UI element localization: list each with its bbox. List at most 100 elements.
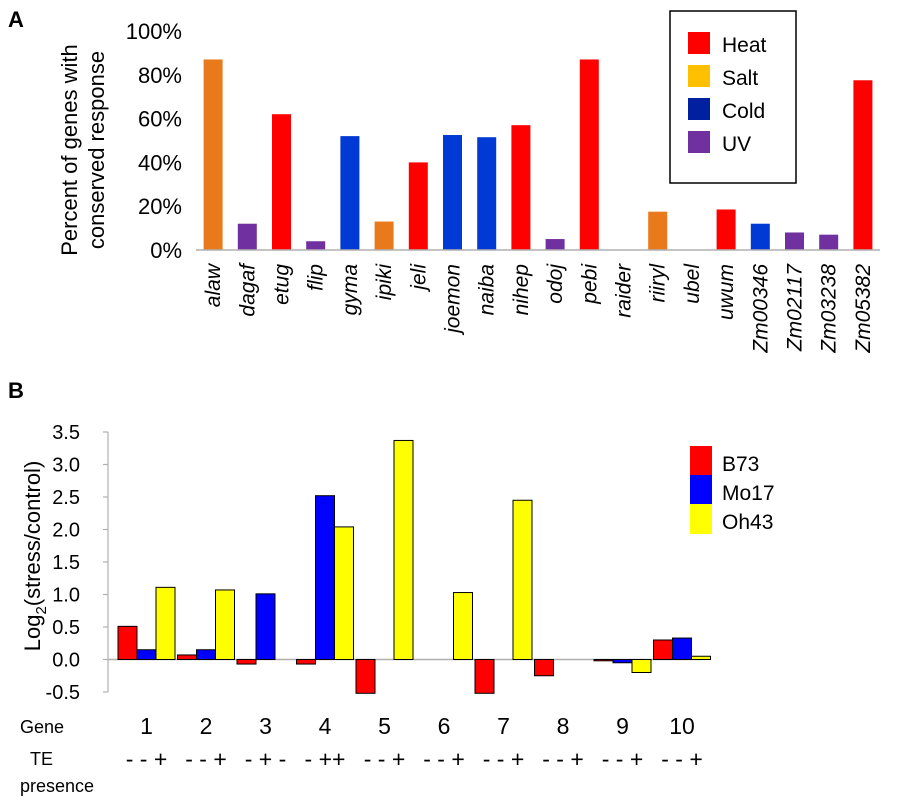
- bar-oh43-gene-1: [155, 586, 176, 660]
- gene-label-3: 3: [259, 713, 272, 739]
- te-presence-gene-2: - - +: [185, 746, 227, 772]
- bar-uwum: [716, 209, 736, 250]
- panel-b-y-axis-label: Log2(stress/control): [20, 461, 50, 652]
- panel-b-y-tick-label: 2.5: [52, 487, 80, 509]
- bar-oh43-gene-6: [453, 592, 473, 660]
- bar-flip: [306, 241, 326, 250]
- bar-alaw: [203, 59, 223, 250]
- bar-b73-gene-7: [474, 659, 495, 694]
- bar-zm00346: [750, 223, 770, 250]
- panel-b-y-tick-label: 0.0: [52, 650, 80, 672]
- panel-a-x-tick-labels: alaw dagaf etug flip gyma ipiki jeli joemon naib…: [202, 262, 875, 354]
- gene-label-9: 9: [616, 713, 629, 739]
- y-label-log: Log: [20, 615, 45, 652]
- bar-b73-gene-8: [534, 659, 554, 677]
- bar-b73-gene-3: [236, 659, 257, 665]
- gene-label-5: 5: [378, 713, 391, 739]
- gene-label-4: 4: [319, 713, 332, 739]
- bar-mo17-gene-4: [315, 495, 335, 661]
- bar-b73-gene-10: [653, 639, 673, 660]
- te-presence-gene-1: - - +: [126, 746, 168, 772]
- panel-a-bars: [203, 59, 873, 251]
- panel-a-y-tick-label: 100%: [126, 19, 182, 44]
- legend-swatch-cold: [688, 98, 710, 120]
- legend-label-mo17: Mo17: [722, 482, 775, 505]
- bar-zm02117: [785, 232, 804, 250]
- bar-b73-gene-5: [355, 659, 376, 694]
- y-label-ratio: (stress/control): [20, 461, 45, 606]
- te-presence-gene-6: - - +: [423, 746, 465, 772]
- legend-swatch-heat: [688, 32, 710, 54]
- bar-oh43-gene-9: [631, 659, 652, 673]
- panel-b-y-tick-label: 1.0: [52, 585, 80, 607]
- panel-a-y-tick-label: 60%: [138, 107, 182, 132]
- bar-oh43-gene-4: [334, 526, 354, 661]
- bar-ipiki: [374, 221, 394, 250]
- panel-a-y-axis-label-line1: Percent of genes with: [57, 44, 82, 256]
- x-tick-label-jeli: jeli: [407, 263, 430, 293]
- bar-zm03238: [819, 234, 839, 250]
- te-presence-gene-8: - - +: [542, 746, 584, 772]
- legend-swatch-oh43: [690, 504, 712, 534]
- gene-label-8: 8: [557, 713, 570, 739]
- x-tick-label-dagaf: dagaf: [236, 262, 259, 317]
- legend-swatch-uv: [688, 131, 710, 153]
- gene-row-label: Gene: [20, 717, 64, 737]
- panel-a-legend: Heat Salt Cold UV: [669, 10, 797, 184]
- panel-a-y-tick-label: 40%: [138, 150, 182, 175]
- panel-b-y-tick-label: 2.0: [52, 520, 80, 542]
- bar-mo17-gene-10: [672, 637, 692, 660]
- legend-swatch-mo17: [690, 475, 712, 505]
- bar-oh43-gene-7: [512, 499, 533, 660]
- bar-mo17-gene-9: [612, 659, 633, 664]
- bar-gyma: [340, 136, 360, 250]
- x-tick-label-alaw: alaw: [202, 262, 225, 307]
- bar-riiryl: [648, 211, 668, 250]
- bar-mo17-gene-2: [196, 649, 216, 660]
- x-tick-label-flip: flip: [305, 264, 328, 291]
- x-tick-label-pebi: pebi: [578, 263, 601, 305]
- panel-a-label: A: [8, 7, 24, 32]
- panel-a-y-tick-label: 20%: [138, 194, 182, 219]
- te-presence-gene-9: - - +: [602, 746, 644, 772]
- panel-b: B Log2(stress/control) -0.50.00.51.01.52…: [8, 378, 775, 796]
- panel-b-te-presence: - - + - - + - + -- ++ - - + - - + - - + - - + -…: [126, 746, 703, 772]
- x-tick-label-gyma: gyma: [339, 264, 362, 315]
- bar-etug: [272, 114, 291, 250]
- panel-b-legend: B73 Mo17 Oh43: [690, 446, 775, 534]
- gene-label-7: 7: [497, 713, 510, 739]
- panel-b-gene-labels: 1 2 3 4 5 6 7 8 9 10: [140, 713, 695, 739]
- gene-label-1: 1: [140, 713, 153, 739]
- x-tick-label-etug: etug: [271, 264, 294, 305]
- bar-mo17-gene-1: [136, 649, 157, 660]
- bar-oh43-gene-5: [393, 439, 414, 661]
- te-presence-gene-3: - + -: [245, 746, 287, 772]
- panel-a-y-ticks: 0% 20% 40% 60% 80% 100%: [126, 19, 182, 263]
- bar-joemon: [443, 135, 462, 250]
- panel-b-y-tick-label: -0.5: [46, 682, 80, 704]
- bar-jeli: [408, 162, 428, 250]
- x-tick-label-zm03238: Zm03238: [818, 264, 841, 354]
- bar-oh43-gene-10: [691, 655, 711, 660]
- te-row-label-line2: presence: [20, 776, 94, 796]
- legend-label-b73: B73: [722, 453, 759, 476]
- bar-naiba: [477, 137, 497, 250]
- gene-label-10: 10: [669, 713, 695, 739]
- te-presence-gene-4: - ++: [305, 746, 346, 772]
- te-presence-gene-10: - - +: [661, 746, 703, 772]
- bar-mo17-gene-3: [255, 593, 276, 660]
- bar-b73-gene-1: [117, 625, 138, 660]
- y-label-subscript: 2: [33, 606, 50, 614]
- panel-a: A Percent of genes with conserved respon…: [8, 7, 880, 354]
- gene-label-6: 6: [438, 713, 451, 739]
- panel-b-y-tick-label: 0.5: [52, 617, 80, 639]
- te-presence-gene-7: - - +: [483, 746, 525, 772]
- bar-pebi: [579, 59, 599, 250]
- x-tick-label-raider: raider: [613, 263, 636, 318]
- bar-b73-gene-4: [296, 659, 316, 665]
- te-row-label-line1: TE: [30, 749, 53, 769]
- x-tick-label-zm05382: Zm05382: [852, 264, 875, 354]
- x-tick-label-uwum: uwum: [715, 264, 738, 320]
- legend-label-oh43: Oh43: [722, 511, 773, 534]
- x-tick-label-naiba: naiba: [476, 264, 499, 315]
